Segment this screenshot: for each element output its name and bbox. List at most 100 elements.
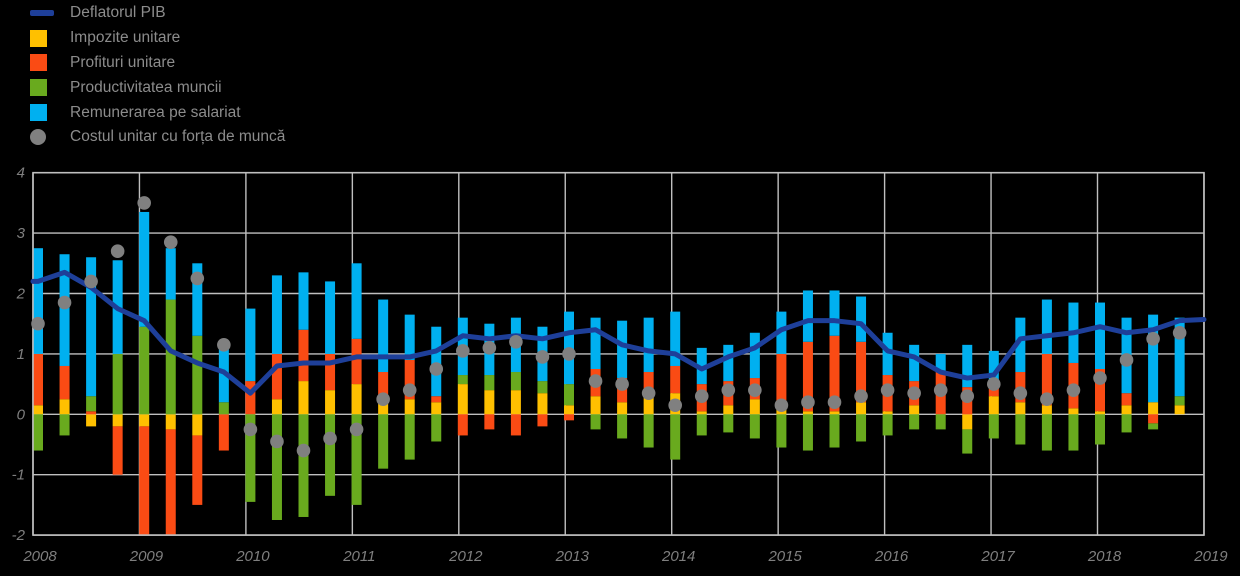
ulc-dot <box>137 196 151 210</box>
bar-segment <box>139 326 150 415</box>
bar-segment <box>802 411 813 415</box>
bar-segment <box>1148 414 1159 424</box>
bar-segment <box>643 317 654 373</box>
bar-segment <box>856 402 867 415</box>
bar-segment <box>298 329 309 382</box>
gdp-deflator-line <box>30 269 1207 396</box>
bar-segment <box>988 396 999 415</box>
bar-segment <box>590 396 601 415</box>
x-tick-label: 2011 <box>342 548 375 565</box>
bar-segment <box>749 399 760 415</box>
x-tick-label: 2014 <box>661 548 695 565</box>
bar-segment <box>165 429 176 536</box>
bar-segment <box>484 390 495 415</box>
x-tick-label: 2017 <box>980 548 1015 565</box>
bar-segment <box>909 414 920 430</box>
x-tick-label: 2010 <box>235 548 270 565</box>
ulc-dot <box>217 338 231 352</box>
bar-segment <box>245 414 256 502</box>
x-tick-label: 2009 <box>129 548 164 565</box>
bar-segment <box>856 341 867 403</box>
bar-segment <box>1041 299 1052 354</box>
ulc-dot <box>402 383 417 397</box>
bar-segment <box>298 414 309 517</box>
legend-item: Deflatorul PIB <box>30 1 285 26</box>
x-tick-label: 2015 <box>767 548 802 565</box>
ulc-dot <box>960 389 975 403</box>
ulc-dot <box>1093 371 1107 385</box>
bar-segment <box>670 311 681 366</box>
bar-segment <box>723 344 734 382</box>
bar-segment <box>962 429 973 454</box>
square-marker-icon <box>30 29 56 47</box>
bar-segment <box>1095 369 1105 412</box>
bar-segment <box>59 399 70 415</box>
ulc-dot <box>721 383 736 397</box>
square-marker-icon <box>30 104 56 122</box>
bar-segment <box>510 414 521 436</box>
bar-segment <box>165 414 176 430</box>
legend-label: Impozite unitare <box>70 29 181 47</box>
bar-segment <box>59 365 70 400</box>
x-tick-label: 2019 <box>1193 548 1228 565</box>
ulc-dot <box>482 341 497 355</box>
bar-segment <box>325 414 336 496</box>
bar-segment <box>33 405 43 415</box>
ulc-dot <box>748 383 762 397</box>
circle-swatch <box>30 129 46 146</box>
bar-segment <box>245 381 256 415</box>
bar-segment <box>33 248 43 354</box>
legend-item: Remunerarea pe salariat <box>30 100 285 125</box>
legend-item: Productivitatea muncii <box>30 75 285 100</box>
bar-segment <box>33 353 43 406</box>
bar-segment <box>139 211 150 327</box>
bar-segment <box>218 402 229 415</box>
bar-segment <box>378 299 389 373</box>
bar-segment <box>431 326 442 397</box>
x-tick-label: 2012 <box>448 548 483 565</box>
square-swatch <box>30 79 47 97</box>
bar-segment <box>271 414 282 520</box>
ulc-dot <box>615 377 629 391</box>
bar-segment <box>271 275 282 354</box>
bar-segment <box>245 308 256 382</box>
bar-segment <box>749 414 760 439</box>
y-tick-label: 0 <box>17 406 26 423</box>
square-swatch <box>30 104 47 122</box>
square-swatch <box>30 29 47 47</box>
ulc-dot <box>588 374 603 388</box>
bar-segment <box>670 365 681 394</box>
bar-segment <box>298 381 309 415</box>
bar-segment <box>351 263 362 339</box>
ulc-dot <box>296 443 311 458</box>
bar-segment <box>431 396 442 403</box>
bar-segment <box>404 399 415 415</box>
bar-segment <box>882 414 893 436</box>
bar-segment <box>325 281 336 354</box>
bar-segment <box>192 414 203 436</box>
line-marker-icon <box>30 10 56 17</box>
line-swatch <box>30 10 54 17</box>
bar-segment <box>86 414 97 427</box>
ulc-dot <box>31 316 45 331</box>
bar-segment <box>112 426 123 475</box>
bar-segment <box>1068 408 1079 415</box>
bar-segment <box>856 296 867 342</box>
bar-segment <box>378 399 389 415</box>
ulc-dot <box>429 362 444 376</box>
ulc-dot <box>110 244 125 259</box>
bar-segment <box>829 414 840 448</box>
bar-segment <box>165 248 176 300</box>
bar-segment <box>564 405 574 415</box>
bar-segment <box>590 414 601 430</box>
bar-segment <box>86 396 97 412</box>
ulc-dot <box>827 395 842 410</box>
bar-segment <box>404 414 415 460</box>
bar-segment <box>1041 353 1052 406</box>
x-tick-label: 2016 <box>874 548 909 565</box>
bar-segment <box>218 414 229 451</box>
y-tick-label: 3 <box>17 225 26 242</box>
bar-segment <box>1041 405 1052 415</box>
x-tick-label: 2013 <box>555 548 590 565</box>
